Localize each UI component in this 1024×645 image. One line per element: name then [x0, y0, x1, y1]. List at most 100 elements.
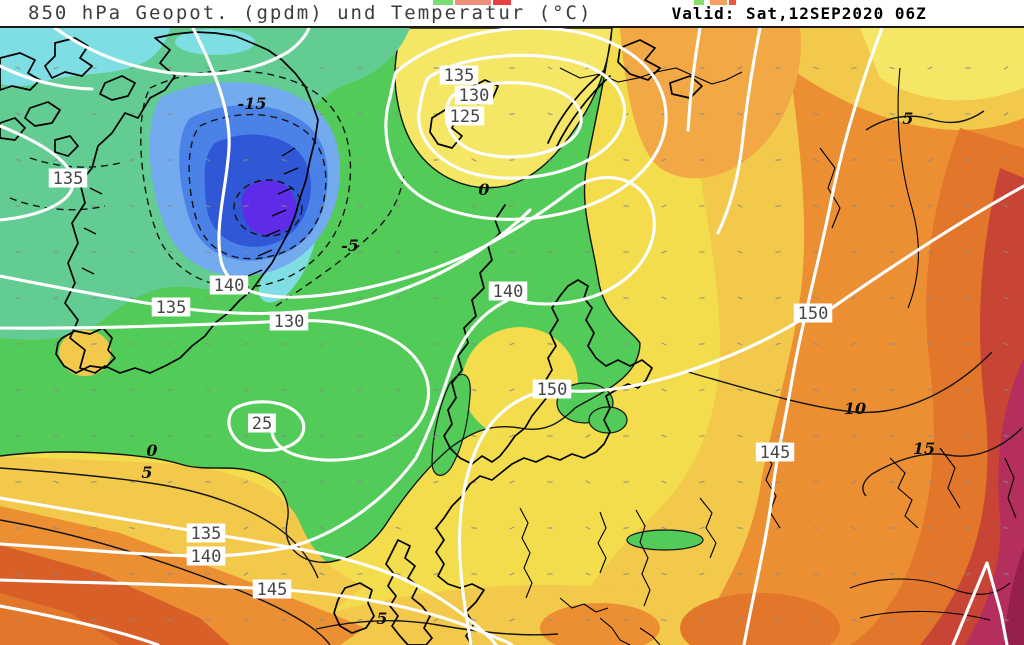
graticule-mark: [699, 297, 705, 299]
graticule-mark: [509, 113, 515, 115]
graticule-mark: [471, 434, 477, 438]
graticule-mark: [319, 342, 325, 346]
graticule-mark: [129, 618, 135, 622]
graticule-mark: [319, 526, 325, 530]
graticule-mark: [927, 204, 933, 208]
geopotential-label-145: 145: [252, 579, 292, 600]
greenland-fjords: [81, 147, 299, 277]
svg-text:25: 25: [252, 414, 272, 434]
graticule-mark: [319, 388, 325, 392]
european-borders: [519, 447, 781, 645]
temp-contour-10-sw: [0, 519, 331, 645]
graticule-mark: [129, 480, 135, 484]
graticule-mark: [547, 158, 553, 162]
graticule-mark: [509, 388, 515, 392]
graticule-mark: [661, 526, 667, 530]
graticule-mark: [509, 526, 515, 530]
svg-text:140: 140: [191, 547, 222, 567]
graticule-mark: [205, 204, 211, 208]
graticule-mark: [471, 573, 477, 575]
graticule-mark: [357, 481, 363, 483]
graticule-mark: [91, 526, 97, 530]
graticule-mark: [91, 67, 97, 69]
region-orange-italy: [540, 603, 660, 645]
graticule-mark: [1003, 204, 1009, 208]
graticule-mark: [243, 572, 249, 576]
svg-text:130: 130: [274, 312, 305, 332]
graticule-mark: [965, 572, 971, 576]
graticule-mark: [965, 343, 971, 345]
graticule-mark: [851, 434, 857, 438]
graticule-mark: [851, 66, 857, 70]
svg-text:140: 140: [493, 282, 524, 302]
graticule-mark: [205, 296, 211, 300]
graticule-mark: [585, 250, 591, 254]
temperature-label--15: -15: [238, 94, 267, 113]
region-magenta-se: [965, 358, 1024, 645]
graticule-mark: [357, 66, 363, 70]
chart-header: 850 hPa Geopot. (gpdm) und Temperatur (°…: [0, 0, 1024, 28]
contour-125-ring-uk: [227, 400, 306, 452]
graticule-mark: [53, 480, 59, 484]
graticule-mark: [281, 343, 287, 345]
graticule-mark: [927, 572, 933, 576]
legend-artifact: [694, 0, 704, 5]
graticule-mark: [53, 66, 59, 70]
graticule-mark: [737, 112, 743, 116]
geopotential-label-150: 150: [793, 303, 833, 324]
graticule-mark: [661, 572, 667, 576]
graticule-mark: [699, 618, 705, 622]
graticule-mark: [129, 66, 135, 70]
graticule-mark: [129, 204, 135, 208]
graticule-mark: [509, 618, 515, 622]
contour-150-sw: [0, 604, 160, 645]
black-sea-coast: [849, 578, 1011, 621]
graticule-mark: [167, 572, 173, 576]
graticule-mark: [129, 296, 135, 300]
graticule-mark: [927, 618, 933, 622]
graticule-mark: [737, 434, 743, 438]
graticule-mark: [509, 480, 515, 484]
graticule-mark: [965, 480, 971, 484]
legend-artifact: [729, 0, 736, 5]
temperature-label-5: 5: [376, 609, 387, 628]
graticule-mark: [167, 342, 173, 346]
svg-text:145: 145: [760, 443, 791, 463]
graticule-mark: [623, 481, 629, 483]
svg-text:150: 150: [537, 380, 568, 400]
graticule-mark: [585, 112, 591, 116]
graticule-mark: [281, 66, 287, 70]
graticule-mark: [509, 572, 515, 576]
temp-contour-0-main: [0, 28, 641, 564]
geopotential-label-140: 140: [209, 275, 249, 296]
graticule-mark: [395, 526, 401, 530]
contour-135-mid: [0, 208, 532, 316]
graticule-mark: [243, 158, 249, 162]
graticule-mark: [737, 66, 743, 70]
coastlines: [0, 31, 1017, 645]
valid-time-label: Valid: Sat,12SEP2020 06Z: [671, 3, 927, 23]
graticule-mark: [91, 113, 97, 115]
graticule-mark: [167, 205, 173, 207]
graticule-mark: [357, 526, 363, 530]
graticule-mark: [1003, 112, 1009, 116]
graticule-mark: [965, 67, 971, 69]
legend-artifact: [493, 0, 511, 5]
graticule-mark: [699, 480, 705, 484]
graticule-mark: [243, 296, 249, 300]
graticule-mark: [53, 296, 59, 300]
graticule-mark: [243, 480, 249, 484]
contour-135-loop-north: [384, 28, 668, 221]
graticule-mark: [91, 480, 97, 484]
graticule-mark: [775, 434, 781, 438]
graticule-mark: [623, 527, 629, 529]
contour-vertical-ne-2: [686, 28, 702, 132]
graticule-mark: [281, 158, 287, 162]
graticule-mark: [737, 388, 743, 392]
region-dark-orange-balkans: [680, 593, 840, 645]
graticule-mark: [585, 434, 591, 438]
region-red-east: [920, 168, 1024, 645]
graticule-mark: [53, 526, 59, 530]
graticule-mark: [91, 618, 97, 622]
graticule-mark: [623, 159, 629, 161]
